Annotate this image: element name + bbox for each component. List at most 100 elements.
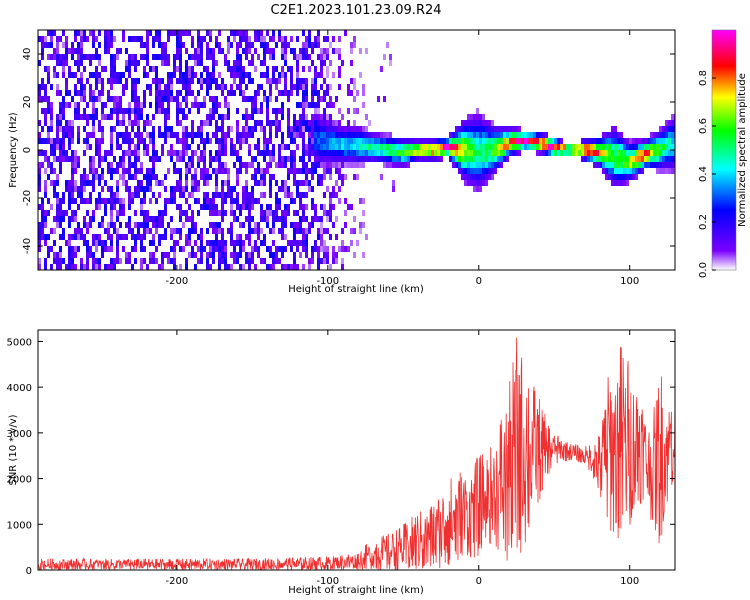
spectrogram-cell — [257, 108, 260, 114]
spectrogram-cell — [239, 72, 242, 78]
spectrogram-cell — [263, 126, 266, 132]
spectrogram-cell — [137, 150, 140, 156]
spectrogram-cell — [236, 174, 239, 180]
spectrogram-cell — [263, 234, 266, 240]
y-tick-label: 3000 — [7, 429, 32, 440]
spectrogram-cell — [359, 222, 362, 228]
spectrogram-cell — [74, 186, 77, 192]
spectrogram-cell — [266, 66, 269, 72]
spectrogram-cell — [389, 144, 392, 150]
spectrogram-cell — [452, 138, 455, 144]
spectrogram-cell — [197, 54, 200, 60]
spectrogram-cell — [206, 30, 209, 36]
spectrogram-cell — [485, 138, 488, 144]
spectrogram-cell — [197, 48, 200, 54]
spectrogram-cell — [209, 84, 212, 90]
spectrogram-cell — [332, 48, 335, 54]
spectrogram-cell — [278, 186, 281, 192]
spectrogram-cell — [215, 60, 218, 66]
spectrogram-cell — [146, 264, 149, 270]
spectrogram-cell — [242, 132, 245, 138]
spectrogram-cell — [299, 114, 302, 120]
spectrogram-cell — [95, 168, 98, 174]
spectrogram-cell — [335, 150, 338, 156]
spectrogram-cell — [647, 138, 650, 144]
spectrogram-cell — [281, 228, 284, 234]
spectrogram-cell — [155, 174, 158, 180]
spectrogram-cell — [665, 168, 668, 174]
spectrogram-cell — [143, 222, 146, 228]
spectrogram-cell — [224, 60, 227, 66]
spectrogram-cell — [74, 108, 77, 114]
spectrogram-cell — [272, 66, 275, 72]
spectrogram-cell — [353, 42, 356, 48]
spectrogram-cell — [227, 102, 230, 108]
spectrogram-cell — [257, 180, 260, 186]
spectrogram-cell — [71, 180, 74, 186]
spectrogram-cell — [173, 264, 176, 270]
spectrogram-cell — [68, 180, 71, 186]
spectrogram-cell — [368, 120, 371, 126]
spectrogram-cell — [110, 246, 113, 252]
spectrogram-cell — [350, 90, 353, 96]
snr-y-label: SNR (10 * v/v) — [8, 414, 19, 485]
spectrogram-cell — [215, 246, 218, 252]
spectrogram-cell — [578, 150, 581, 156]
spectrogram-cell — [563, 144, 566, 150]
spectrogram-cell — [635, 162, 638, 168]
spectrogram-cell — [221, 192, 224, 198]
spectrogram-cell — [74, 30, 77, 36]
spectrogram-cell — [215, 180, 218, 186]
spectrogram-cell — [272, 150, 275, 156]
spectrogram-cell — [245, 234, 248, 240]
spectrogram-cell — [671, 114, 674, 120]
spectrogram-cell — [350, 144, 353, 150]
spectrogram-cell — [137, 156, 140, 162]
spectrogram-cell — [410, 144, 413, 150]
spectrogram-cell — [110, 84, 113, 90]
spectrogram-cell — [101, 126, 104, 132]
spectrogram-cell — [200, 48, 203, 54]
spectrogram-cell — [233, 144, 236, 150]
spectrogram-cell — [323, 120, 326, 126]
spectrogram-cell — [314, 132, 317, 138]
spectrogram-cell — [257, 90, 260, 96]
spectrogram-cell — [92, 210, 95, 216]
spectrogram-cell — [218, 252, 221, 258]
spectrogram-cell — [95, 54, 98, 60]
spectrogram-cell — [296, 180, 299, 186]
spectrogram-cell — [428, 150, 431, 156]
spectrogram-cell — [98, 30, 101, 36]
spectrogram-cell — [68, 66, 71, 72]
spectrogram-cell — [239, 30, 242, 36]
spectrogram-cell — [308, 228, 311, 234]
spectrogram-cell — [62, 216, 65, 222]
spectrogram-cell — [305, 162, 308, 168]
spectrogram-cell — [95, 234, 98, 240]
spectrogram-cell — [182, 96, 185, 102]
spectrogram-cell — [110, 108, 113, 114]
spectrogram-cell — [260, 168, 263, 174]
spectrogram-cell — [218, 228, 221, 234]
spectrogram-cell — [206, 54, 209, 60]
spectrogram-cell — [74, 246, 77, 252]
spectrogram-cell — [473, 138, 476, 144]
spectrogram-cell — [68, 258, 71, 264]
spectrogram-cell — [377, 132, 380, 138]
spectrogram-cell — [92, 168, 95, 174]
spectrogram-cell — [53, 180, 56, 186]
spectrogram-cell — [440, 144, 443, 150]
spectrogram-cell — [344, 144, 347, 150]
spectrogram-cell — [518, 132, 521, 138]
spectrogram-cell — [146, 54, 149, 60]
spectrogram-cell — [638, 156, 641, 162]
spectrogram-cell — [362, 162, 365, 168]
spectrogram-cell — [323, 138, 326, 144]
spectrogram-cell — [248, 162, 251, 168]
spectrogram-cell — [221, 258, 224, 264]
spectrogram-cell — [65, 156, 68, 162]
spectrogram-cell — [194, 198, 197, 204]
spectrogram-cell — [146, 42, 149, 48]
spectrogram-cell — [161, 252, 164, 258]
spectrogram-cell — [65, 78, 68, 84]
